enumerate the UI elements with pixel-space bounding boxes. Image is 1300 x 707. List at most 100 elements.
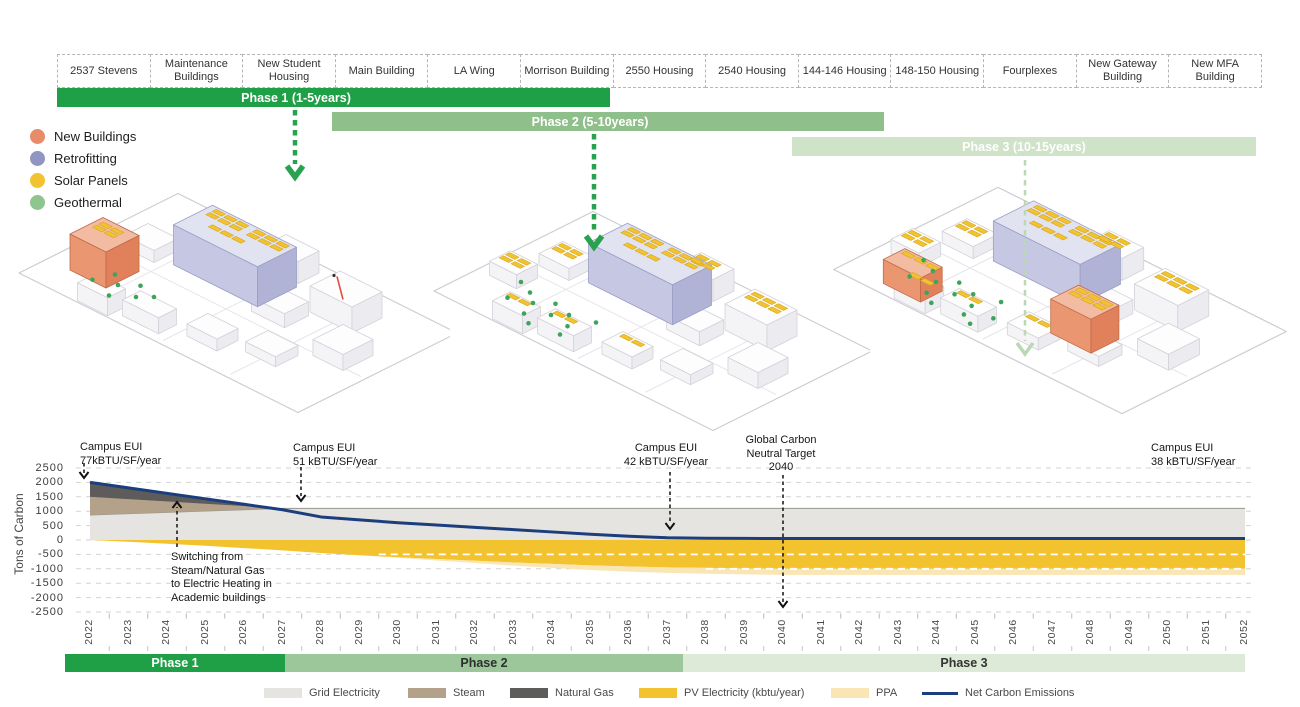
x-year-label: 2025 (198, 619, 211, 645)
map-legend: New Buildings Retrofitting Solar Panels … (30, 125, 136, 213)
building-header-cell: LA Wing (427, 54, 522, 88)
y-tick-label: -1000 (30, 562, 64, 575)
campus-isometric-phase-1 (18, 192, 450, 414)
timeline-phase-2-bar: Phase 2 (285, 654, 683, 672)
chart-annotation: Campus EUI 38 kBTU/SF/year (1151, 442, 1235, 469)
y-tick-label: 2500 (35, 462, 64, 474)
chart-annotation: Campus EUI 51 kBTU/SF/year (293, 442, 377, 469)
campus-isometric-phase-3 (833, 186, 1287, 415)
x-year-label: 2029 (352, 619, 365, 645)
chart-legend-label: Natural Gas (555, 687, 614, 699)
annotation-line: Campus EUI (293, 442, 356, 454)
building-header-cell: Main Building (334, 54, 429, 88)
x-year-label: 2036 (622, 619, 634, 645)
phase-3-label: Phase 3 (10-15years) (962, 139, 1086, 154)
new-buildings-swatch-icon (30, 128, 45, 144)
phase-1-label: Phase 1 (1-5years) (241, 90, 351, 105)
x-year-label: 2031 (429, 619, 442, 645)
phase-3-bar: Phase 3 (10-15years) (792, 137, 1256, 156)
natural-gas-swatch-icon (510, 688, 548, 698)
x-year-label: 2043 (891, 619, 904, 645)
building-header-cell: Morrison Building (520, 54, 614, 88)
building-header-cell: Maintenance Buildings (149, 54, 244, 88)
annotation-line: 42 kBTU/SF/year (623, 455, 709, 468)
x-year-label: 2046 (1007, 619, 1019, 645)
phase-2-label: Phase 2 (5-10years) (531, 114, 649, 129)
chart-legend-ppa: PPA (831, 687, 897, 699)
building-header-cell: 2540 Housing (705, 54, 799, 88)
pv-electricity-swatch-icon (639, 688, 677, 698)
x-year-label: 2033 (506, 619, 519, 645)
annotation-line: 2040 (768, 461, 794, 473)
building-header-cell: Fourplexes (983, 54, 1077, 88)
x-year-label: 2048 (1084, 619, 1096, 645)
x-year-label: 2027 (275, 619, 288, 645)
annotation-line: Neutral Target (746, 447, 816, 460)
x-year-label: 2047 (1045, 619, 1058, 645)
annotation-line: Campus EUI (634, 442, 698, 454)
x-year-label: 2050 (1161, 619, 1173, 645)
net-carbon-line-swatch-icon (922, 691, 958, 695)
building-header-cell: New Student Housing (242, 54, 336, 88)
legend-label: Solar Panels (54, 172, 128, 188)
y-tick-label: 2000 (35, 476, 64, 489)
x-year-label: 2042 (853, 619, 865, 645)
legend-item-new-buildings: New Buildings (30, 125, 136, 147)
x-year-label: 2030 (391, 619, 403, 645)
chart-legend-net-carbon: Net Carbon Emissions (922, 687, 1074, 699)
x-year-label: 2035 (583, 619, 596, 645)
chart-annotation: Campus EUI 77kBTU/SF/year (80, 441, 161, 468)
chart-annotation: Global Carbon Neutral Target 2040 (746, 434, 817, 475)
x-year-label: 2034 (545, 619, 557, 645)
x-year-label: 2038 (699, 619, 711, 645)
legend-label: Geothermal (54, 194, 122, 210)
x-year-label: 2045 (968, 619, 981, 645)
annotation-line: Global Carbon (745, 434, 817, 446)
annotation-line: Switching from (171, 551, 244, 563)
annotation-line: Steam/Natural Gas (171, 564, 265, 577)
y-tick-label: 1000 (35, 505, 64, 518)
y-tick-label: 1500 (35, 490, 64, 503)
building-header-cell: New MFA Building (1168, 54, 1262, 88)
y-tick-label: -500 (37, 548, 64, 561)
x-year-label: 2037 (660, 619, 673, 645)
campus-isometric-phase-2 (433, 210, 870, 432)
phase-1-bar: Phase 1 (1-5years) (57, 88, 610, 107)
solar-panels-swatch-icon (30, 172, 45, 188)
annotation-line: 38 kBTU/SF/year (1151, 455, 1236, 468)
chart-annotation: Switching from Steam/Natural Gas to Electr… (171, 551, 272, 605)
grid-electricity-swatch-icon (264, 688, 302, 698)
x-year-label: 2041 (814, 619, 827, 645)
y-tick-label: 500 (42, 519, 64, 532)
y-tick-label: 0 (56, 534, 64, 546)
timeline-phase-2-label: Phase 2 (460, 656, 508, 670)
steam-swatch-icon (408, 688, 446, 698)
geothermal-swatch-icon (30, 194, 45, 210)
chart-legend-label: PV Electricity (kbtu/year) (684, 687, 805, 699)
annotation-line: to Electric Heating in (171, 578, 272, 590)
chart-legend-natural-gas: Natural Gas (510, 687, 614, 699)
building-header-row: 2537 Stevens Maintenance Buildings New Stu… (57, 54, 1262, 88)
chart-legend-pv-electricity: PV Electricity (kbtu/year) (639, 687, 804, 699)
chart-annotation: Campus EUI 42 kBTU/SF/year (624, 442, 708, 469)
x-year-label: 2051 (1199, 619, 1212, 645)
building-header-cell: 148-150 Housing (890, 54, 985, 88)
x-year-label: 2040 (776, 619, 788, 645)
ppa-swatch-icon (831, 688, 869, 698)
building-header-cell: New Gateway Building (1075, 54, 1170, 88)
y-tick-label: -2500 (30, 606, 64, 618)
legend-item-retrofitting: Retrofitting (30, 147, 136, 169)
annotation-line: 51 kBTU/SF/year (293, 455, 378, 468)
x-year-label: 2024 (160, 619, 172, 645)
x-year-label: 2039 (737, 619, 750, 645)
annotation-line: Campus EUI (80, 441, 143, 453)
building-header-cell: 144-146 Housing (797, 54, 892, 88)
timeline-phase-1-bar: Phase 1 (65, 654, 285, 672)
x-year-label: 2026 (237, 619, 249, 645)
chart-legend-label: Grid Electricity (309, 687, 380, 699)
legend-item-solar-panels: Solar Panels (30, 169, 136, 191)
x-year-label: 2032 (468, 619, 480, 645)
chart-legend-steam: Steam (408, 687, 485, 699)
timeline-phase-3-bar: Phase 3 (683, 654, 1245, 672)
